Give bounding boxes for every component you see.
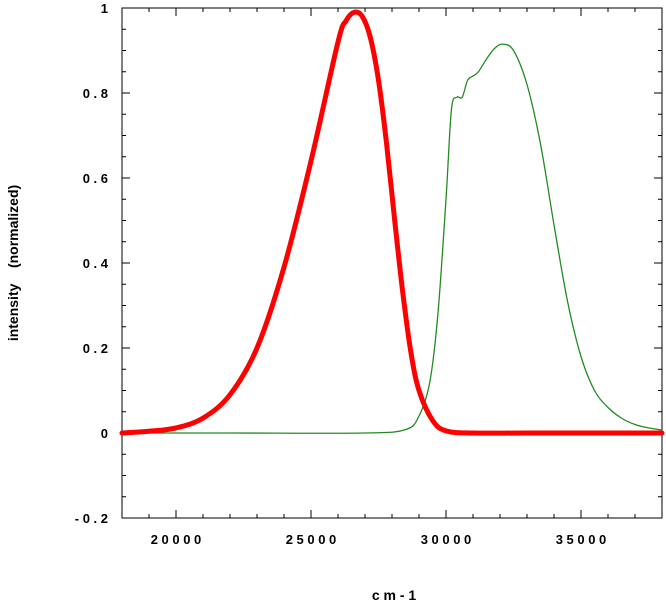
series-layer: [119, 9, 665, 436]
y-tick-label: 0 . 8: [83, 86, 108, 101]
x-tick-label: 3 5 0 0 0: [556, 532, 607, 547]
y-tick-label: 0: [101, 426, 108, 441]
y-tick-label: - 0 . 2: [75, 511, 108, 526]
y-tick-label: 0 . 4: [83, 256, 109, 271]
axis-ticks: 2 0 0 0 0 2 5 0 0 0 3 0 0 0 0 3 5 0 0 0 1 0 .…: [75, 1, 663, 547]
plot-frame: [121, 7, 663, 519]
y-tick-label: 1: [101, 1, 108, 16]
x-axis-label: c m - 1: [372, 587, 417, 603]
x-tick-label: 2 5 0 0 0: [286, 532, 337, 547]
series-line-green: [121, 43, 663, 434]
series-line-red: [119, 9, 665, 436]
x-tick-label: 2 0 0 0 0: [151, 532, 202, 547]
y-tick-label: 0 . 6: [83, 171, 108, 186]
x-tick-label: 3 0 0 0 0: [421, 532, 472, 547]
y-tick-label: 0 . 2: [83, 341, 108, 356]
y-axis-label: intensity (normalized): [5, 185, 21, 341]
